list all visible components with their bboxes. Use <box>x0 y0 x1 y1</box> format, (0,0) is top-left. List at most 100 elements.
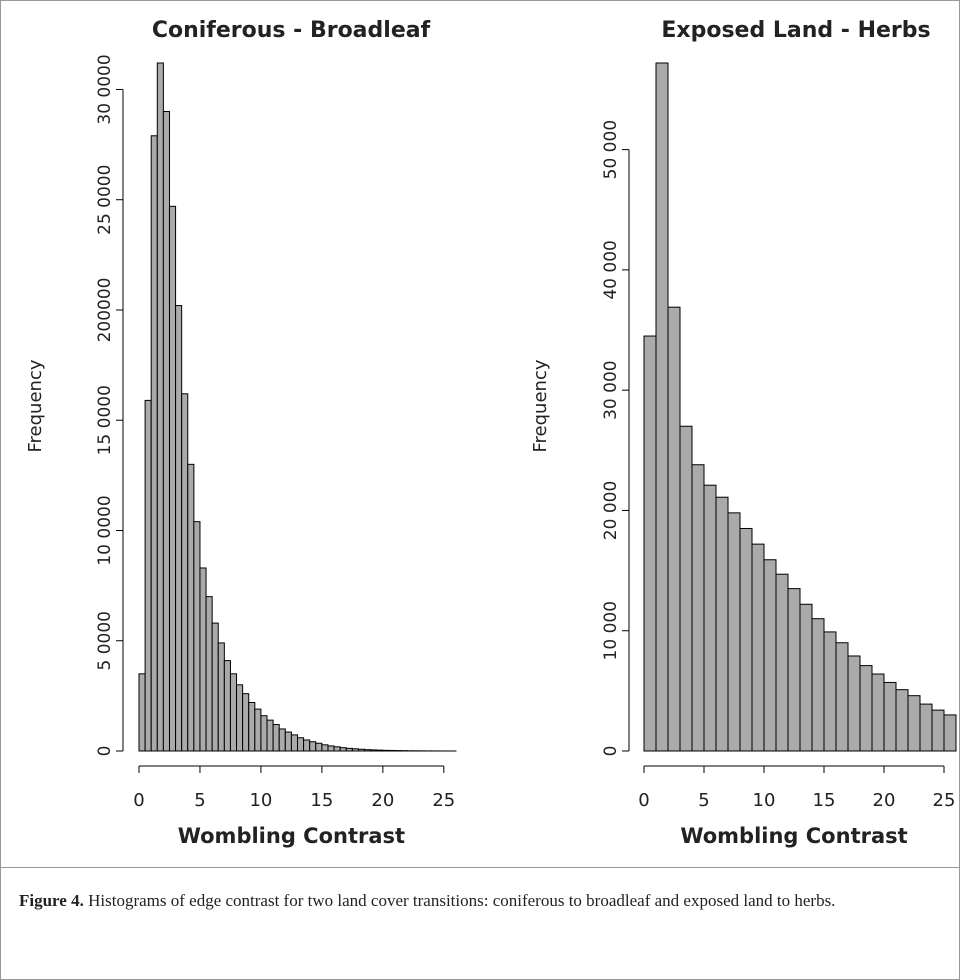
bar <box>254 708 262 752</box>
caption-text: Histograms of edge contrast for two land… <box>88 891 836 910</box>
bar <box>751 543 765 752</box>
bar <box>351 748 359 752</box>
caption: Figure 4. Histograms of edge contrast fo… <box>1 867 959 979</box>
y-tick-label: 25 0000 <box>95 165 115 235</box>
y-tick-label: 50 000 <box>601 120 621 179</box>
y-tick-label: 15 0000 <box>95 385 115 455</box>
bar <box>382 749 390 752</box>
bar <box>883 681 897 752</box>
bar <box>223 660 231 752</box>
bar <box>327 745 335 752</box>
bar <box>871 673 885 752</box>
x-tick-label: 15 <box>813 790 836 811</box>
bar <box>290 734 298 752</box>
y-tick-label: 40 000 <box>601 240 621 299</box>
bar <box>193 521 201 752</box>
bar <box>248 701 256 752</box>
bar <box>907 695 921 752</box>
chart-title: Coniferous - Broadleaf <box>152 18 431 43</box>
bar <box>739 527 753 752</box>
bar <box>775 573 789 752</box>
bar <box>297 737 305 752</box>
bar <box>168 205 177 752</box>
y-tick-label: 30 0000 <box>95 54 115 124</box>
y-tick-label: 20 000 <box>601 481 621 540</box>
bar <box>655 62 669 752</box>
bar <box>303 739 311 752</box>
y-tick-label: 0 <box>601 746 621 757</box>
x-tick-label: 10 <box>753 790 776 811</box>
bar <box>242 693 250 752</box>
bar <box>181 393 189 752</box>
bar <box>272 724 280 752</box>
bar <box>931 709 945 752</box>
bar <box>315 742 323 752</box>
bar <box>260 715 268 752</box>
bar <box>376 749 384 752</box>
bar <box>388 749 396 752</box>
bar <box>229 673 238 752</box>
bar <box>811 618 825 752</box>
x-tick-label: 15 <box>310 790 333 811</box>
y-tick-label: 10 000 <box>601 601 621 660</box>
bar <box>847 655 861 752</box>
y-tick-label: 30 000 <box>601 360 621 419</box>
bar <box>763 559 777 752</box>
chart-title: Exposed Land - Herbs <box>661 18 930 43</box>
x-tick-label: 0 <box>638 790 649 811</box>
bar <box>364 749 372 752</box>
bar <box>266 719 274 752</box>
bar <box>799 603 813 752</box>
bar <box>919 703 933 752</box>
y-axis-title: Frequency <box>530 359 551 452</box>
bar <box>236 684 244 752</box>
bar <box>205 596 213 752</box>
bar <box>156 62 164 752</box>
x-tick-label: 10 <box>249 790 272 811</box>
y-tick-label: 10 0000 <box>95 495 115 565</box>
x-axis-title: Wombling Contrast <box>680 824 907 848</box>
bar <box>691 464 705 752</box>
caption-label: Figure 4. <box>19 891 84 910</box>
bar <box>333 746 341 752</box>
y-axis-title: Frequency <box>25 359 46 452</box>
bar <box>345 747 353 752</box>
x-tick-label: 5 <box>194 790 205 811</box>
bar <box>715 496 729 752</box>
x-tick-label: 20 <box>371 790 394 811</box>
bar <box>199 567 207 752</box>
bar <box>309 741 317 752</box>
bar <box>138 673 146 752</box>
bar <box>787 588 801 752</box>
bar <box>144 399 152 752</box>
charts: Coniferous - Broadleaf Wombling Contrast F… <box>25 18 957 848</box>
bar <box>679 425 693 752</box>
bar <box>211 622 219 752</box>
bar <box>278 728 286 752</box>
bar <box>187 463 195 752</box>
x-tick-label: 25 <box>933 790 956 811</box>
bar <box>150 135 158 752</box>
x-tick-label: 5 <box>698 790 709 811</box>
y-tick-label: 200000 <box>95 278 115 343</box>
bar <box>823 631 837 752</box>
bar <box>370 749 378 752</box>
bar <box>943 714 957 752</box>
bar <box>217 642 225 752</box>
bar <box>895 689 909 752</box>
bar <box>667 306 681 752</box>
bar <box>284 731 292 752</box>
bar <box>859 665 873 752</box>
bar <box>703 484 717 752</box>
bar <box>321 744 329 752</box>
x-axis-title: Wombling Contrast <box>178 824 405 848</box>
bar <box>339 747 347 752</box>
x-tick-label: 25 <box>432 790 455 811</box>
bar <box>357 748 366 752</box>
y-tick-label: 5 0000 <box>95 611 115 670</box>
bar <box>162 111 170 752</box>
x-tick-label: 0 <box>133 790 144 811</box>
bar <box>643 335 657 752</box>
y-tick-label: 0 <box>95 746 115 757</box>
